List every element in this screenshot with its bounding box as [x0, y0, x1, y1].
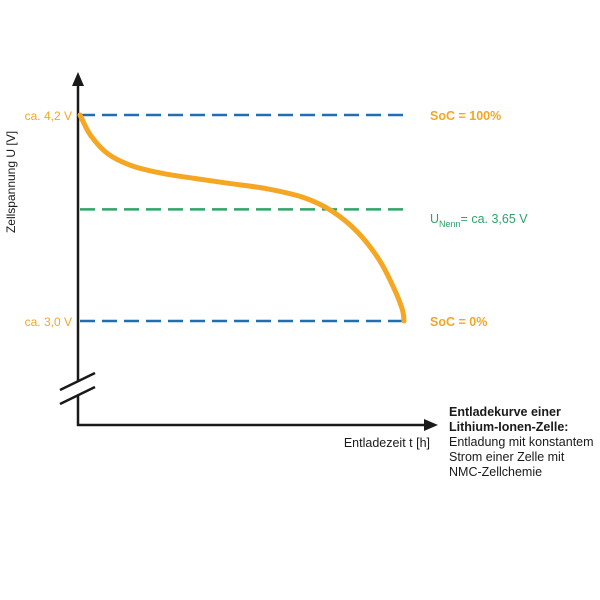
unenn-label-main: U [430, 212, 439, 226]
axes [72, 72, 438, 431]
x-axis-arrow [424, 419, 438, 431]
soc0-label: SoC = 0% [430, 315, 487, 329]
x-axis-label: Entladezeit t [h] [344, 436, 430, 450]
y-tick-label-top: ca. 4,2 V [25, 109, 72, 123]
y-tick-label-bottom: ca. 3,0 V [25, 315, 72, 329]
discharge-curve [77, 112, 407, 324]
reference-lines [80, 113, 410, 323]
axis-break-mark-1 [59, 371, 96, 392]
caption-title: Entladekurve einer Lithium-Ionen-Zelle: [449, 405, 569, 434]
unenn-label-sub: Nenn [439, 219, 461, 229]
y-axis-label: Zellspannung U [V] [4, 131, 18, 233]
y-axis-arrow [72, 72, 84, 86]
axis-break-gap [72, 381, 84, 395]
soc100-label: SoC = 100% [430, 109, 501, 123]
caption-text: Entladung mit konstantem Strom einer Zel… [449, 435, 594, 479]
unenn-label: UNenn= ca. 3,65 V [430, 212, 528, 229]
chart-caption: Entladekurve einer Lithium-Ionen-Zelle: … [449, 405, 599, 480]
unenn-label-rest: = ca. 3,65 V [461, 212, 529, 226]
